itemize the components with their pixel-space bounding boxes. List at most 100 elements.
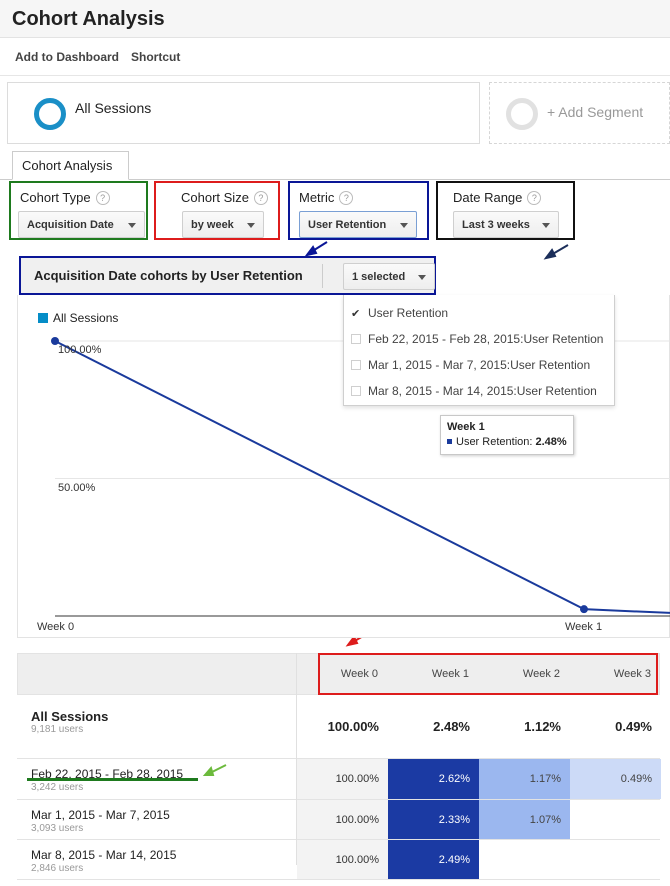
add-to-dashboard-button[interactable]: Add to Dashboard (15, 50, 119, 64)
metric-dropdown[interactable]: User Retention (299, 211, 417, 238)
table-row[interactable]: Feb 22, 2015 - Feb 28, 2015 3,242 users 10… (17, 759, 661, 800)
table-cell: 0.49% (615, 719, 652, 734)
table-row[interactable]: Mar 8, 2015 - Mar 14, 2015 2,846 users 100… (17, 840, 660, 880)
caret-down-icon (128, 223, 136, 228)
legend-label: All Sessions (53, 311, 119, 325)
green-underline (27, 778, 198, 781)
series-popup: ✔ User Retention Feb 22, 2015 - Feb 28, 2… (343, 295, 615, 406)
cohort-user-count: 3,093 users (31, 823, 84, 834)
tooltip-series: User Retention: (456, 436, 533, 448)
column-header[interactable]: Week 3 (613, 668, 651, 680)
tooltip-value: 2.48% (535, 436, 567, 448)
cohort-size-control: Cohort Size? by week (154, 181, 280, 240)
y-tick-label: 50.00% (58, 482, 96, 494)
table-header: Week 0 Week 1 Week 2 Week 3 (17, 653, 660, 695)
series-selector-dropdown[interactable]: 1 selected (343, 263, 435, 290)
caret-down-icon (542, 223, 550, 228)
date-range-dropdown[interactable]: Last 3 weeks (453, 211, 559, 238)
cohort-size-dropdown[interactable]: by week (182, 211, 264, 238)
cohort-name: All Sessions (31, 709, 109, 724)
cohort-type-control: Cohort Type? Acquisition Date (9, 181, 148, 240)
date-range-value: Last 3 weeks (462, 219, 530, 231)
add-segment-label: + Add Segment (547, 104, 644, 120)
tab-cohort-analysis[interactable]: Cohort Analysis (12, 151, 129, 180)
table-cell (570, 800, 661, 839)
segment-all-sessions[interactable]: All Sessions (7, 82, 480, 144)
cohort-name: Mar 1, 2015 - Mar 7, 2015 (31, 808, 170, 822)
table-cell: 100.00% (297, 759, 388, 799)
help-icon[interactable]: ? (339, 191, 354, 205)
chart-tooltip: Week 1 User Retention: 2.48% (440, 415, 574, 455)
data-point[interactable] (51, 337, 59, 345)
column-header[interactable]: Week 0 (340, 668, 378, 680)
cohort-name: Feb 22, 2015 - Feb 28, 2015 (31, 767, 184, 781)
cohort-user-count: 9,181 users (31, 724, 84, 735)
cohort-size-label: Cohort Size (181, 190, 249, 205)
date-range-control: Date Range? Last 3 weeks (436, 181, 575, 240)
table-cell: 1.17% (479, 759, 570, 799)
table-cell: 1.12% (524, 719, 561, 734)
checkmark-icon: ✔ (351, 308, 361, 320)
tab-strip (0, 179, 670, 180)
table-row[interactable]: Mar 1, 2015 - Mar 7, 2015 3,093 users 100.… (17, 800, 660, 840)
table-cell: 1.07% (479, 800, 570, 839)
table-cell: 2.49% (388, 840, 479, 879)
caret-down-icon (418, 275, 426, 280)
column-header[interactable]: Week 1 (431, 668, 469, 680)
series-option[interactable]: ✔ User Retention (351, 306, 449, 320)
table-cell: 2.48% (433, 719, 470, 734)
series-option[interactable]: Feb 22, 2015 - Feb 28, 2015:User Retenti… (351, 332, 603, 346)
table-cell: 100.00% (327, 719, 379, 734)
y-tick-label: 100.00% (58, 344, 102, 356)
table-cell: 100.00% (297, 840, 388, 879)
checkbox[interactable] (351, 334, 361, 344)
help-icon[interactable]: ? (253, 191, 268, 205)
legend-swatch (38, 313, 48, 323)
date-range-label: Date Range (453, 190, 523, 205)
series-option[interactable]: Mar 1, 2015 - Mar 7, 2015:User Retention (351, 358, 590, 372)
column-header[interactable]: Week 2 (522, 668, 560, 680)
action-bar: Add to Dashboard Shortcut (0, 38, 670, 76)
title-bar: Cohort Analysis (0, 0, 670, 38)
series-selector-value: 1 selected (352, 271, 406, 283)
segment-label: All Sessions (75, 100, 152, 116)
table-cell (479, 840, 570, 879)
caret-down-icon (400, 223, 408, 228)
table-cell: 2.62% (388, 759, 479, 799)
cohort-size-value: by week (191, 219, 234, 231)
shortcut-button[interactable]: Shortcut (131, 50, 181, 64)
x-tick-label: Week 0 (37, 621, 75, 633)
series-option[interactable]: Mar 8, 2015 - Mar 14, 2015:User Retentio… (351, 384, 597, 398)
chart-title: Acquisition Date cohorts by User Retenti… (34, 268, 303, 283)
metric-control: Metric? User Retention (288, 181, 429, 240)
cohort-type-value: Acquisition Date (27, 219, 114, 231)
cohort-type-dropdown[interactable]: Acquisition Date (18, 211, 145, 238)
caret-down-icon (247, 223, 255, 228)
divider (296, 653, 297, 865)
table-cell (570, 840, 661, 879)
data-point[interactable] (580, 605, 588, 614)
table-cell: 0.49% (570, 759, 661, 799)
cohort-user-count: 2,846 users (31, 863, 84, 874)
tooltip-title: Week 1 (447, 421, 485, 433)
red-highlight-box (318, 653, 658, 695)
x-tick-label: Week 1 (565, 621, 603, 633)
table-row[interactable]: All Sessions 9,181 users 100.00% 2.48% 1.12%… (17, 695, 660, 759)
checkbox[interactable] (351, 360, 361, 370)
cohort-user-count: 3,242 users (31, 782, 84, 793)
divider (322, 264, 323, 288)
cohort-name: Mar 8, 2015 - Mar 14, 2015 (31, 848, 177, 862)
metric-label: Metric (299, 190, 335, 205)
segment-circle-icon (34, 98, 66, 130)
checkbox[interactable] (351, 386, 361, 396)
help-icon[interactable]: ? (527, 191, 542, 205)
series-swatch (447, 439, 452, 444)
table-cell: 100.00% (297, 800, 388, 839)
add-segment-button[interactable]: + Add Segment (489, 82, 670, 144)
help-icon[interactable]: ? (95, 191, 110, 205)
metric-value: User Retention (308, 219, 387, 231)
page-title: Cohort Analysis (12, 8, 165, 30)
chart-header: Acquisition Date cohorts by User Retenti… (19, 256, 436, 295)
table-cell: 2.33% (388, 800, 479, 839)
cohort-type-label: Cohort Type (20, 190, 91, 205)
